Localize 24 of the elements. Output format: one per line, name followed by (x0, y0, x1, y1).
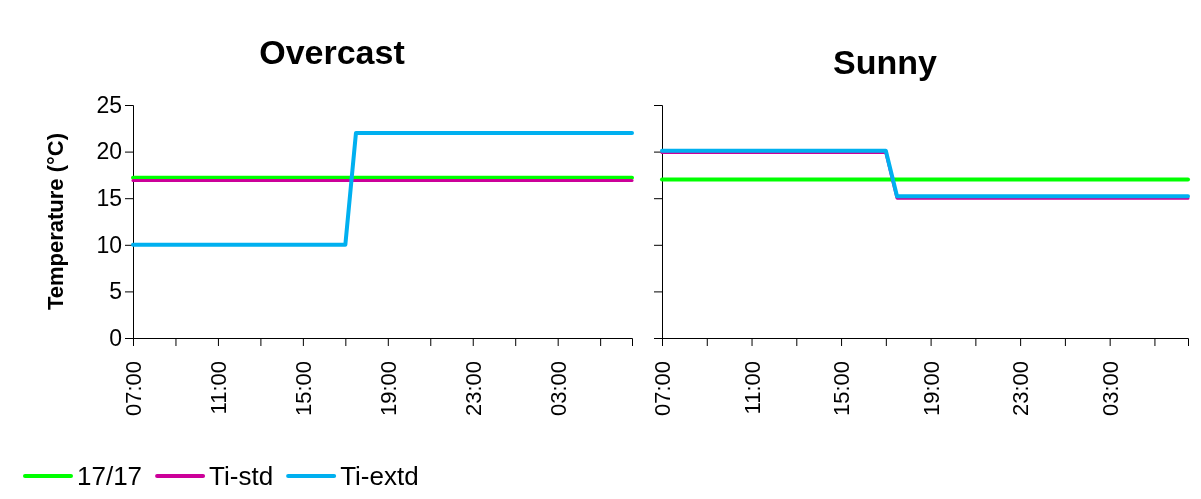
x-tick-label: 07:00 (121, 361, 147, 417)
y-axis-title: Temperature (°C) (42, 132, 68, 311)
y-tick-label: 10 (96, 231, 122, 258)
y-tick-label: 20 (96, 138, 122, 165)
x-tick-label: 11:00 (206, 361, 232, 415)
x-tick-label: 15:00 (829, 361, 855, 417)
chart-title: Sunny (833, 43, 938, 81)
chart-title: Overcast (259, 33, 405, 71)
y-tick-label: 25 (96, 91, 122, 118)
x-tick-label: 07:00 (650, 361, 676, 417)
y-tick-label: 15 (96, 185, 122, 212)
x-tick-label: 19:00 (918, 361, 944, 417)
y-tick-label: 5 (109, 278, 122, 305)
x-tick-label: 03:00 (1097, 361, 1123, 417)
x-tick-label: 11:00 (739, 361, 765, 415)
legend-label: Ti-extd (340, 461, 419, 492)
legend-label: 17/17 (77, 461, 143, 492)
y-tick-label: 0 (109, 324, 122, 351)
legend-label: Ti-std (209, 461, 274, 492)
x-tick-label: 19:00 (376, 361, 402, 417)
x-tick-label: 15:00 (291, 361, 317, 417)
x-tick-label: 23:00 (460, 361, 486, 417)
x-tick-label: 03:00 (545, 361, 571, 417)
x-tick-label: 23:00 (1008, 361, 1034, 417)
